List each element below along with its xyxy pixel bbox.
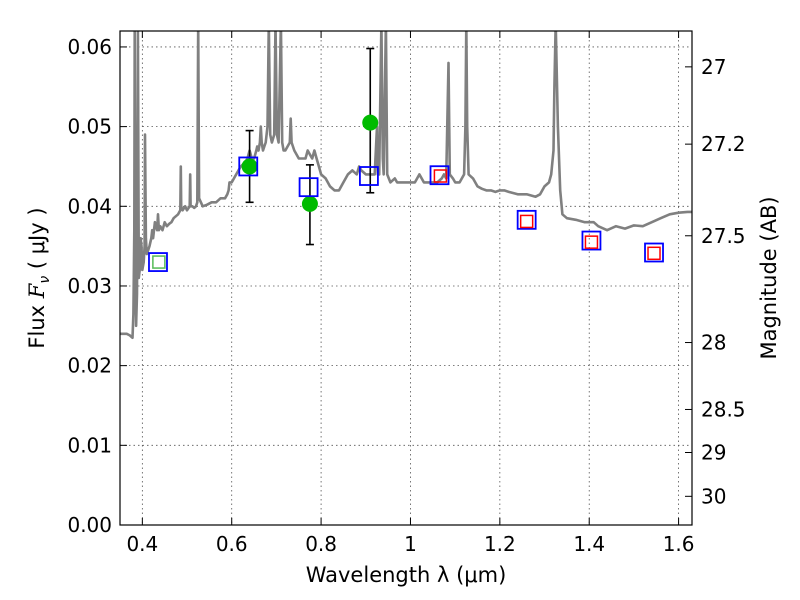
plot-area [120,31,692,340]
y2-tick-label: 30 [701,484,726,508]
plot-background [120,31,692,525]
y-tick-label: 0.05 [67,115,112,139]
model-flux-square [359,166,379,186]
model-flux-square [429,165,450,186]
model-flux-square-small [584,235,599,249]
marker-layer [148,114,664,272]
x-tick-label: 0.4 [126,532,158,556]
model-flux-square-small [433,169,448,183]
model-flux-square [581,230,602,251]
y-tick-label: 0.04 [67,194,112,218]
axis-tick-labels: 0.4 0.6 0.8 1 1.2 1.4 1.6 0.00 0.01 0.02 0.03 0.04 0… [67,35,745,556]
y-axis-label-suffix: ( μJy ) [25,207,49,275]
spectrum-layer [120,31,692,340]
observed-flux-point [241,158,258,175]
observed-flux-point [362,114,379,131]
y-tick-label: 0.01 [67,433,112,457]
x-tick-label: 1 [404,532,417,556]
y-axis-label-symbol: F [25,282,49,299]
model-flux-square [516,209,537,230]
x-tick-label: 1.2 [484,532,516,556]
y-tick-label: 0.06 [67,35,112,59]
y2-tick-label: 28 [701,331,726,355]
spectrum-line [120,31,692,340]
model-flux-square-small [647,246,661,261]
y2-tick-label: 27.5 [701,224,746,248]
model-flux-square [238,156,259,177]
y2-axis-label: Magnitude (AB) [757,196,781,359]
y-axis-label-prefix: Flux [25,298,49,348]
model-flux-square [644,242,664,263]
x-tick-label: 1.4 [573,532,605,556]
y2-tick-label: 29 [701,440,726,464]
model-flux-square [148,252,168,272]
y-axis-label: Flux Fν ( μJy ) [25,207,53,348]
x-tick-label: 0.6 [216,532,248,556]
x-tick-label: 0.8 [305,532,337,556]
y-axis-label-subscript: ν [37,276,53,284]
y2-tick-label: 27 [701,55,726,79]
model-flux-square-small [152,255,166,269]
y-tick-label: 0.02 [67,354,112,378]
x-tick-label: 1.6 [663,532,695,556]
y2-tick-label: 28.5 [701,397,746,421]
y-tick-label: 0.00 [67,513,112,537]
y-tick-label: 0.03 [67,274,112,298]
model-flux-square-small [519,214,534,229]
axis-ticks [120,31,692,526]
y2-tick-label: 27.2 [701,132,746,156]
x-axis-label: Wavelength λ (μm) [306,563,507,587]
observed-flux-point [301,195,318,212]
plot-frame [119,30,693,526]
model-flux-square [298,177,319,198]
